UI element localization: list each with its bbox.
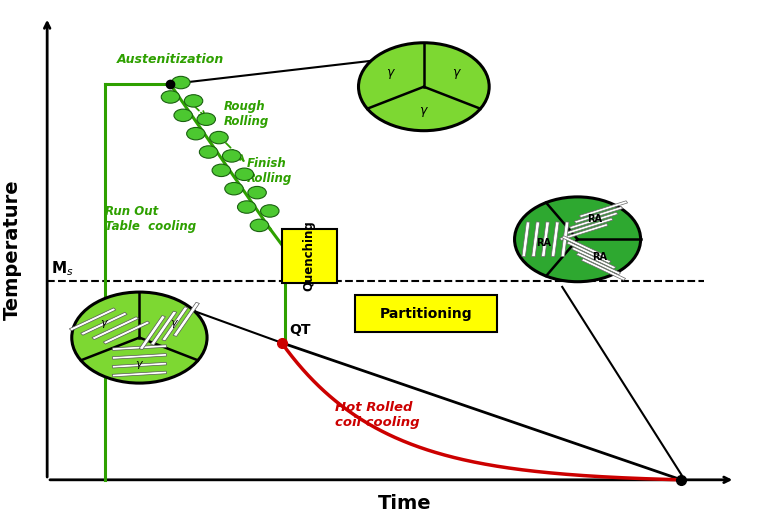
Bar xyxy=(162,307,188,341)
Text: RA: RA xyxy=(587,214,602,224)
Text: QT: QT xyxy=(289,322,311,336)
Circle shape xyxy=(171,76,190,89)
Text: M$_s$: M$_s$ xyxy=(51,259,74,278)
Bar xyxy=(579,201,628,217)
Text: $\gamma$: $\gamma$ xyxy=(170,318,179,330)
Bar xyxy=(562,236,606,257)
Text: $\gamma$: $\gamma$ xyxy=(100,318,109,330)
Bar xyxy=(577,253,621,275)
Text: Quenching: Quenching xyxy=(303,220,315,291)
FancyBboxPatch shape xyxy=(355,295,497,332)
Bar xyxy=(551,222,560,257)
Bar xyxy=(103,321,150,344)
Circle shape xyxy=(250,219,269,231)
Circle shape xyxy=(237,201,256,213)
Circle shape xyxy=(187,127,205,140)
Bar xyxy=(542,222,549,257)
Bar xyxy=(522,222,530,257)
Circle shape xyxy=(212,164,230,177)
Text: RA: RA xyxy=(592,252,608,262)
Bar xyxy=(567,241,611,263)
Circle shape xyxy=(210,132,228,144)
Text: $\gamma$: $\gamma$ xyxy=(386,67,396,81)
Text: $\gamma$: $\gamma$ xyxy=(452,67,462,81)
Text: $\gamma$: $\gamma$ xyxy=(418,105,429,119)
Circle shape xyxy=(225,183,243,195)
Text: Temperature: Temperature xyxy=(3,179,22,320)
Circle shape xyxy=(359,43,489,131)
Text: Rough
Rolling: Rough Rolling xyxy=(224,100,269,128)
Bar xyxy=(92,317,139,340)
Bar xyxy=(581,258,625,280)
Bar xyxy=(565,218,613,235)
Text: Finish
Rolling: Finish Rolling xyxy=(247,157,292,185)
Bar xyxy=(173,302,199,336)
Bar xyxy=(112,345,167,350)
Circle shape xyxy=(197,113,215,125)
Text: Hot Rolled
coil cooling: Hot Rolled coil cooling xyxy=(336,401,420,429)
Bar xyxy=(561,222,569,257)
Text: Partitioning: Partitioning xyxy=(380,307,473,321)
Bar xyxy=(571,247,616,269)
Circle shape xyxy=(199,146,218,158)
Bar xyxy=(69,308,115,331)
FancyBboxPatch shape xyxy=(281,229,337,283)
Bar xyxy=(140,316,165,349)
Circle shape xyxy=(184,95,203,107)
Bar xyxy=(532,222,539,257)
Bar xyxy=(112,354,167,359)
Circle shape xyxy=(161,91,180,103)
Circle shape xyxy=(248,186,267,199)
Text: Time: Time xyxy=(377,495,432,513)
Bar xyxy=(112,371,167,377)
Bar xyxy=(560,224,608,240)
Text: Run Out
Table  cooling: Run Out Table cooling xyxy=(105,205,196,232)
Bar xyxy=(150,311,177,345)
Bar xyxy=(81,313,127,335)
Text: RA: RA xyxy=(536,238,551,249)
Circle shape xyxy=(222,150,241,162)
Circle shape xyxy=(235,168,253,180)
Bar xyxy=(570,212,618,229)
Circle shape xyxy=(515,197,641,282)
Text: $\gamma$: $\gamma$ xyxy=(135,359,144,371)
Circle shape xyxy=(174,109,192,122)
Bar xyxy=(112,362,167,368)
Bar xyxy=(574,206,622,223)
Circle shape xyxy=(260,205,279,217)
Text: Austenitization: Austenitization xyxy=(116,53,224,66)
Circle shape xyxy=(72,292,207,383)
